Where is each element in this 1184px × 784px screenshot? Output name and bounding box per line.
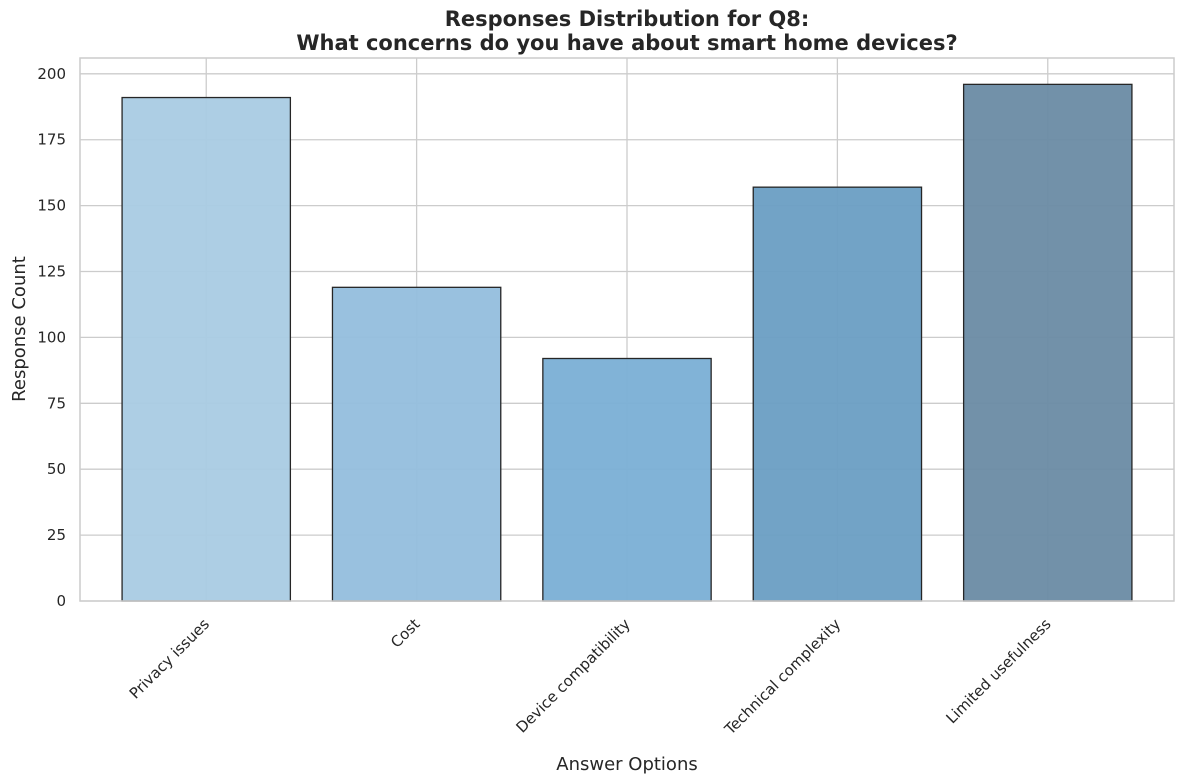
bar	[542, 357, 712, 602]
chart-title-line-2: What concerns do you have about smart ho…	[296, 31, 957, 55]
bar	[752, 186, 923, 602]
y-axis-label: Response Count	[9, 256, 30, 402]
x-tick-label: Cost	[387, 615, 423, 651]
y-tick-label: 200	[37, 65, 66, 83]
y-tick-label: 0	[56, 592, 66, 610]
y-tick-label: 75	[47, 394, 66, 412]
x-tick-label: Limited usefulness	[942, 615, 1054, 727]
y-tick-label: 125	[37, 263, 66, 281]
y-tick-label: 175	[37, 131, 66, 149]
y-tick-label: 25	[47, 526, 66, 544]
plot-frame	[79, 57, 1175, 602]
y-tick-label: 100	[37, 328, 66, 346]
bar	[121, 96, 292, 602]
x-tick-labels: Privacy issues Cost Device compatibility Te…	[126, 615, 1055, 739]
bar	[962, 83, 1133, 602]
chart-title-line-1: Responses Distribution for Q8:	[445, 7, 810, 31]
bars	[121, 83, 1133, 602]
bar	[331, 286, 502, 602]
x-tick-label: Technical complexity	[720, 615, 844, 739]
x-axis-label: Answer Options	[556, 754, 697, 775]
x-tick-label: Device compatibility	[512, 615, 633, 736]
y-tick-label: 50	[47, 460, 66, 478]
x-tick-label: Privacy issues	[126, 615, 213, 702]
y-tick-label: 150	[37, 197, 66, 215]
y-tick-labels: 0 25 50 75 100 125 150 175 200	[37, 65, 66, 610]
